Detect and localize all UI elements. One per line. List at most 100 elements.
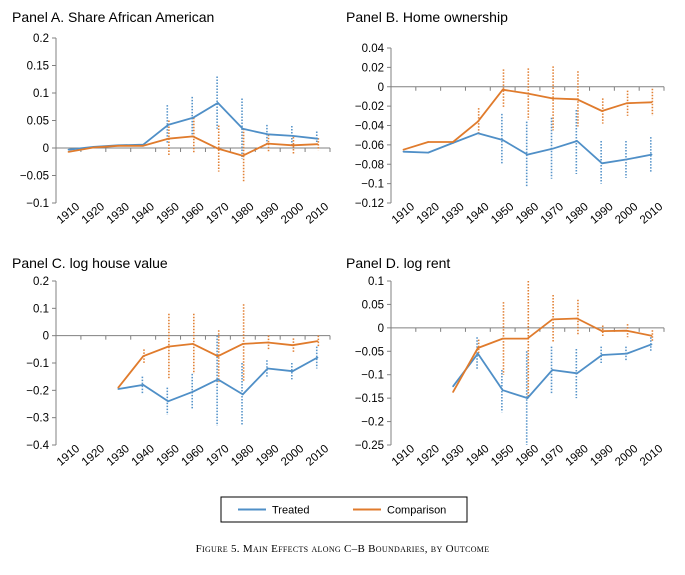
treated-point: [601, 162, 603, 165]
panel-3: Panel C. log house value 0.2 0.1 0 −0.1 −0.2 −…: [12, 255, 331, 469]
panels: Panel A. Share African American 0.2 0.15 0.…: [12, 9, 665, 469]
legend: Treated Comparison: [220, 496, 468, 523]
y-tick-label: −0.2: [361, 417, 384, 429]
figure-caption: Figure 5. Main Effects along C–B Boundar…: [195, 543, 490, 555]
comparison-point: [526, 92, 529, 95]
treated-point: [291, 370, 294, 373]
y-tick-label: 0.04: [362, 43, 385, 55]
x-tick-label: 2010: [304, 443, 331, 469]
treated-point: [501, 139, 504, 141]
x-tick-label: 2010: [304, 201, 331, 227]
x-tick-label: 1960: [514, 201, 541, 227]
treated-point: [167, 400, 169, 403]
panel-title: Panel A. Share African American: [12, 9, 214, 25]
y-tick-label: 0.2: [33, 276, 49, 288]
y-tick-label: 0: [378, 323, 384, 335]
x-tick-label: 1950: [155, 443, 182, 469]
x-tick-label: 1920: [415, 443, 442, 469]
x-tick-label: 2000: [279, 443, 306, 469]
comparison-point: [551, 97, 554, 100]
x-tick-label: 1910: [55, 443, 82, 469]
x-tick-label: 1990: [588, 443, 615, 469]
treated-point: [625, 352, 628, 355]
treated-point: [551, 369, 554, 371]
y-tick-label: 0.1: [368, 276, 384, 288]
x-tick-label: 1970: [539, 443, 566, 469]
comparison-point: [650, 335, 653, 337]
treated-point: [316, 356, 319, 359]
comparison-point: [117, 386, 120, 389]
y-tick-label: −0.06: [355, 140, 384, 152]
comparison-point: [477, 120, 479, 123]
comparison-point: [452, 391, 454, 393]
comparison-point: [291, 144, 294, 147]
y-tick-label: 0.1: [33, 88, 49, 100]
comparison-point: [501, 337, 504, 340]
treated-point: [217, 102, 219, 104]
comparison-point: [142, 145, 144, 147]
y-tick-label: −0.05: [20, 171, 49, 183]
comparison-point: [217, 147, 219, 150]
y-tick-label: 0.02: [362, 62, 384, 74]
comparison-point: [316, 340, 319, 342]
treated-point: [625, 158, 628, 161]
x-tick-label: 1960: [179, 443, 206, 469]
treated-point: [316, 137, 319, 140]
y-tick-label: −0.12: [355, 198, 384, 210]
y-tick-label: −0.05: [355, 346, 384, 358]
x-tick-label: 1970: [204, 201, 231, 227]
y-tick-label: 0: [43, 331, 49, 343]
treated-point: [192, 390, 194, 393]
y-tick-label: −0.15: [355, 393, 384, 405]
x-tick-label: 1980: [229, 201, 256, 227]
comparison-point: [192, 343, 194, 345]
x-tick-label: 1960: [179, 201, 206, 227]
y-tick-label: 0: [43, 143, 49, 155]
treated-point: [601, 354, 603, 356]
treated-point: [650, 343, 653, 346]
x-tick-label: 1940: [464, 443, 491, 469]
comparison-point: [601, 110, 603, 112]
panel-4: Panel D. log rent 0.1 0.05 0 −0.05 −0.1 −0.15 −…: [346, 255, 665, 469]
y-tick-label: 0.05: [27, 116, 49, 128]
treated-point: [526, 397, 529, 399]
x-tick-label: 1960: [514, 443, 541, 469]
treated-point: [576, 372, 578, 375]
treated-point: [117, 388, 120, 390]
comparison-point: [427, 141, 430, 143]
y-tick-label: 0: [378, 82, 384, 94]
x-tick-label: 1950: [489, 443, 516, 469]
x-tick-label: 2010: [638, 201, 665, 227]
y-tick-label: −0.3: [26, 413, 49, 425]
treated-point: [526, 153, 529, 156]
comparison-point: [242, 154, 244, 157]
x-tick-label: 1940: [130, 443, 157, 469]
y-tick-label: −0.1: [26, 358, 49, 370]
comparison-point: [217, 355, 219, 357]
x-tick-label: 2000: [279, 201, 306, 227]
y-tick-label: 0.05: [362, 299, 384, 311]
treated-point: [427, 151, 430, 154]
treated-point: [266, 367, 269, 370]
treated-point: [217, 378, 219, 381]
panel-title: Panel C. log house value: [12, 255, 168, 271]
treated-point: [402, 150, 405, 153]
treated-point: [242, 393, 244, 396]
x-tick-label: 1940: [464, 201, 491, 227]
comparison-point: [576, 98, 578, 101]
y-tick-label: −0.4: [26, 440, 49, 452]
comparison-point: [316, 143, 319, 145]
y-tick-label: −0.2: [26, 385, 49, 397]
treated-point: [192, 116, 194, 119]
y-tick-label: −0.1: [26, 198, 49, 210]
comparison-point: [625, 102, 628, 105]
x-tick-label: 2010: [638, 443, 665, 469]
x-tick-label: 1990: [254, 443, 281, 469]
comparison-point: [551, 318, 554, 321]
treated-point: [242, 127, 244, 130]
treated-point: [477, 352, 479, 355]
comparison-point: [576, 317, 578, 320]
y-tick-label: 0.2: [33, 33, 49, 45]
treated-point: [167, 124, 169, 126]
